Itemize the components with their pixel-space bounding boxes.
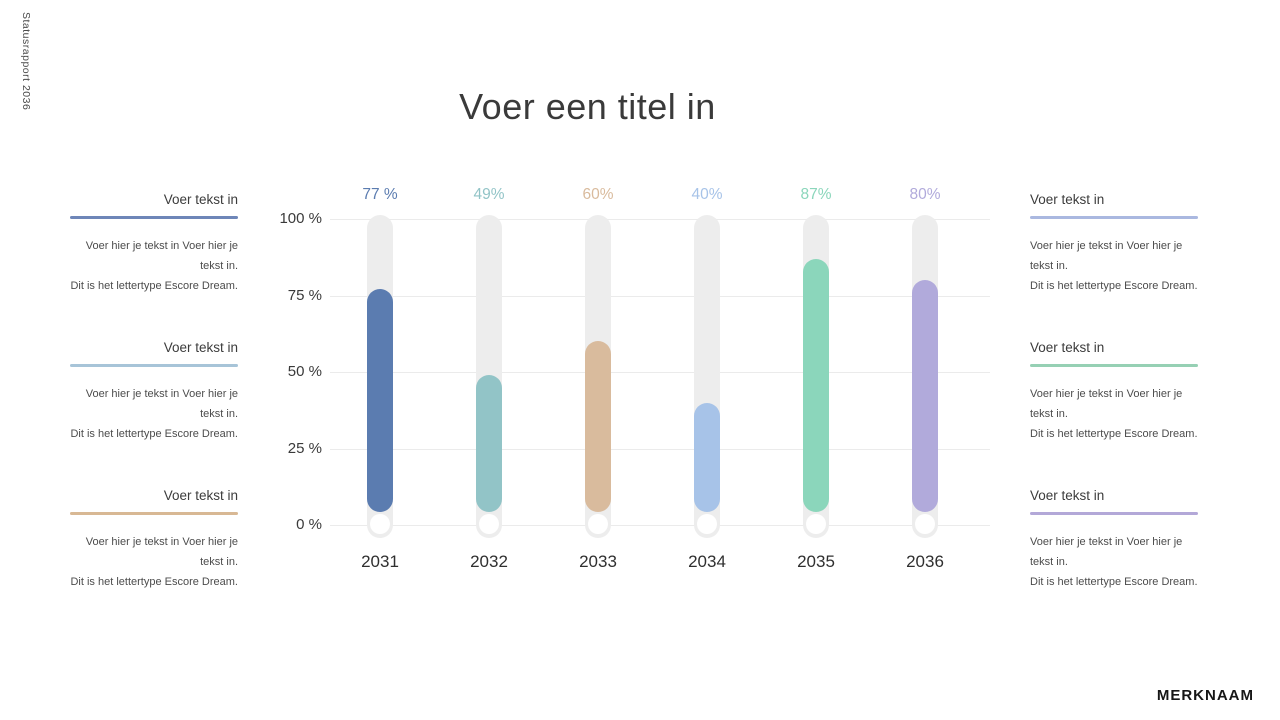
text-block-footnote: Dit is het lettertype Escore Dream.	[1030, 280, 1198, 292]
bar-track	[585, 215, 611, 538]
text-block: Voer tekst in Voer hier je tekst in Voer …	[1030, 340, 1198, 444]
text-block-body: Voer hier je tekst in Voer hier je tekst…	[85, 388, 238, 420]
bar-fill	[803, 258, 829, 512]
bar-fill	[694, 402, 720, 512]
bar-value-label: 49%	[473, 186, 505, 203]
bar-group: 60% 2033	[579, 186, 617, 571]
text-block-heading: Voer tekst in	[163, 192, 238, 207]
bar-group: 80% 2036	[906, 186, 944, 571]
bar-track	[912, 215, 938, 538]
bar-base-dot	[588, 514, 608, 534]
brand-logo: MERKNAAM	[1156, 687, 1254, 704]
bar-chart: 0 % 25 % 50 % 75 % 100 % 77 % 2031 49% 2032 60% 2…	[279, 186, 990, 571]
text-block-body: Voer hier je tekst in Voer hier je tekst…	[85, 240, 238, 272]
bar-value-label: 77 %	[362, 186, 398, 203]
text-block-underline	[1030, 216, 1198, 219]
text-block-heading: Voer tekst in	[163, 488, 238, 503]
text-block-footnote: Dit is het lettertype Escore Dream.	[70, 280, 238, 292]
gridline	[330, 448, 990, 450]
gridline	[330, 525, 990, 526]
y-axis-tick-label: 100 %	[279, 210, 322, 227]
text-block-footnote: Dit is het lettertype Escore Dream.	[70, 428, 238, 440]
x-axis-label: 2035	[797, 552, 835, 571]
y-axis-tick-label: 25 %	[287, 439, 322, 457]
gridline	[330, 219, 990, 220]
right-text-column: Voer tekst in Voer hier je tekst in Voer …	[1030, 192, 1198, 636]
y-axis-tick-label: 75 %	[287, 286, 322, 304]
text-block-underline	[70, 364, 238, 367]
text-block: Voer tekst in Voer hier je tekst in Voer …	[1030, 488, 1198, 592]
text-block-body: Voer hier je tekst in Voer hier je tekst…	[1030, 240, 1183, 272]
text-block-heading: Voer tekst in	[1030, 192, 1105, 207]
bar-fill	[367, 289, 393, 512]
bar-track	[803, 215, 829, 538]
text-block-footnote: Dit is het lettertype Escore Dream.	[1030, 428, 1198, 440]
text-block-heading: Voer tekst in	[163, 340, 238, 355]
bar-fill	[585, 341, 611, 512]
bar-base-dot	[915, 514, 935, 534]
bar-group: 49% 2032	[470, 186, 508, 571]
x-axis-label: 2033	[579, 552, 617, 571]
x-axis-label: 2031	[361, 552, 399, 571]
page-title: Voer een titel in	[459, 86, 716, 127]
bar-track	[694, 215, 720, 538]
bar-fill	[476, 375, 502, 512]
gridline	[330, 295, 990, 297]
text-block-underline	[70, 512, 238, 515]
x-axis-label: 2034	[688, 552, 726, 571]
y-axis-tick-label: 50 %	[287, 363, 322, 380]
bar-group: 87% 2035	[797, 186, 835, 571]
text-block: Voer tekst in Voer hier je tekst in Voer …	[1030, 192, 1198, 296]
text-block-body: Voer hier je tekst in Voer hier je tekst…	[1030, 536, 1183, 568]
text-block-underline	[1030, 512, 1198, 515]
text-block: Voer tekst in Voer hier je tekst in Voer …	[70, 340, 238, 444]
x-axis-label: 2036	[906, 552, 944, 571]
y-axis-tick-label: 0 %	[296, 516, 322, 533]
text-block: Voer tekst in Voer hier je tekst in Voer …	[70, 488, 238, 592]
bar-base-dot	[697, 514, 717, 534]
gridline	[330, 372, 990, 373]
side-label: Statusrapport 2036	[20, 12, 32, 111]
text-block: Voer tekst in Voer hier je tekst in Voer …	[70, 192, 238, 296]
text-block-heading: Voer tekst in	[1030, 488, 1105, 503]
bar-track	[476, 215, 502, 538]
text-block-underline	[70, 216, 238, 219]
bar-value-label: 87%	[800, 186, 832, 203]
bar-value-label: 80%	[909, 186, 941, 203]
bar-group: 40% 2034	[688, 186, 726, 571]
bar-base-dot	[370, 514, 390, 534]
bar-fill	[912, 280, 938, 512]
bar-group: 77 % 2031	[361, 186, 399, 571]
bar-value-label: 60%	[582, 186, 614, 203]
text-block-heading: Voer tekst in	[1030, 340, 1105, 355]
text-block-underline	[1030, 364, 1198, 367]
text-block-body: Voer hier je tekst in Voer hier je tekst…	[1030, 388, 1183, 420]
bar-track	[367, 215, 393, 538]
x-axis-label: 2032	[470, 552, 508, 571]
bar-base-dot	[479, 514, 499, 534]
left-text-column: Voer tekst in Voer hier je tekst in Voer …	[70, 192, 238, 636]
bar-value-label: 40%	[691, 186, 723, 203]
text-block-footnote: Dit is het lettertype Escore Dream.	[70, 576, 238, 588]
text-block-body: Voer hier je tekst in Voer hier je tekst…	[85, 536, 238, 568]
bar-base-dot	[806, 514, 826, 534]
text-block-footnote: Dit is het lettertype Escore Dream.	[1030, 576, 1198, 588]
